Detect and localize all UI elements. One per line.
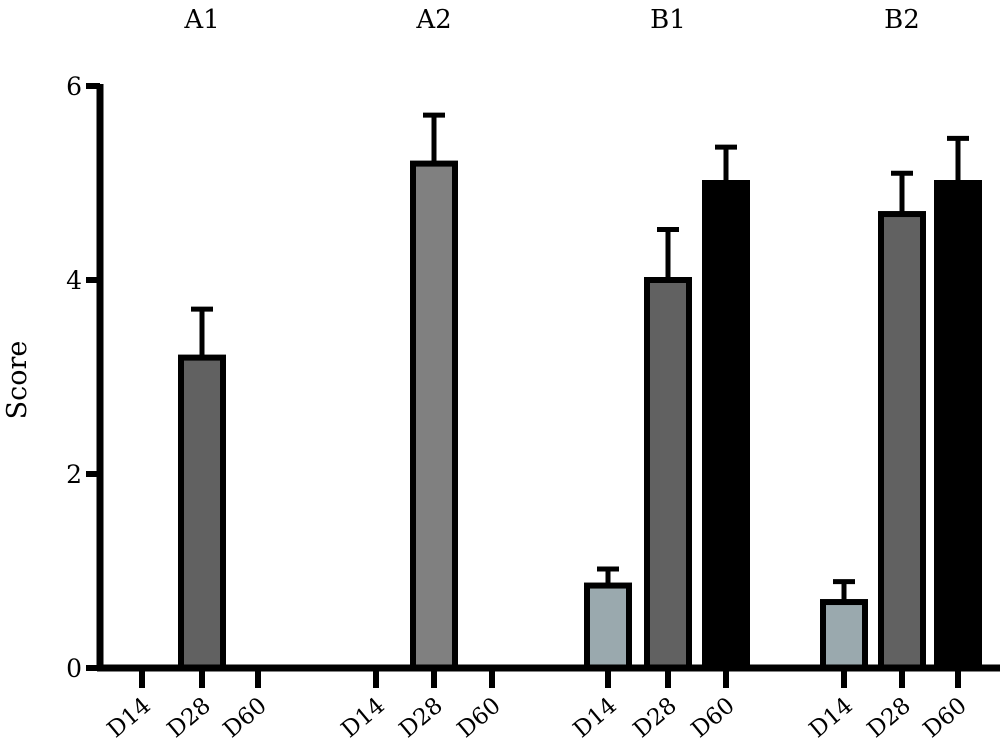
bar	[178, 354, 226, 671]
y-tick-label: 6	[66, 72, 82, 101]
group-label: B2	[884, 5, 920, 35]
x-tick-label: D28	[395, 693, 448, 744]
x-tick-label: D14	[103, 693, 156, 744]
bar	[584, 582, 632, 671]
y-tick-label: 2	[66, 460, 82, 489]
x-tick-label: D28	[163, 693, 216, 744]
x-tick-label: D28	[629, 693, 682, 744]
group-label: A2	[415, 5, 451, 35]
bar	[820, 599, 868, 671]
x-tick-label: D14	[337, 693, 390, 744]
bar	[934, 180, 982, 671]
x-tick-label: D14	[569, 693, 622, 744]
bar	[702, 180, 750, 671]
x-tick-label: D60	[687, 693, 740, 744]
group-label: B1	[650, 5, 686, 35]
x-tick-label: D60	[453, 693, 506, 744]
y-tick-label: 0	[66, 654, 82, 683]
x-tick-label: D60	[919, 693, 972, 744]
bar	[410, 160, 458, 671]
x-tick-label: D28	[863, 693, 916, 744]
bar	[644, 277, 692, 671]
x-tick-label: D60	[219, 693, 272, 744]
group-label: A1	[183, 5, 219, 35]
y-tick-label: 4	[66, 266, 82, 295]
y-axis-label: Score	[2, 341, 33, 420]
bar	[878, 211, 926, 671]
x-tick-label: D14	[805, 693, 858, 744]
